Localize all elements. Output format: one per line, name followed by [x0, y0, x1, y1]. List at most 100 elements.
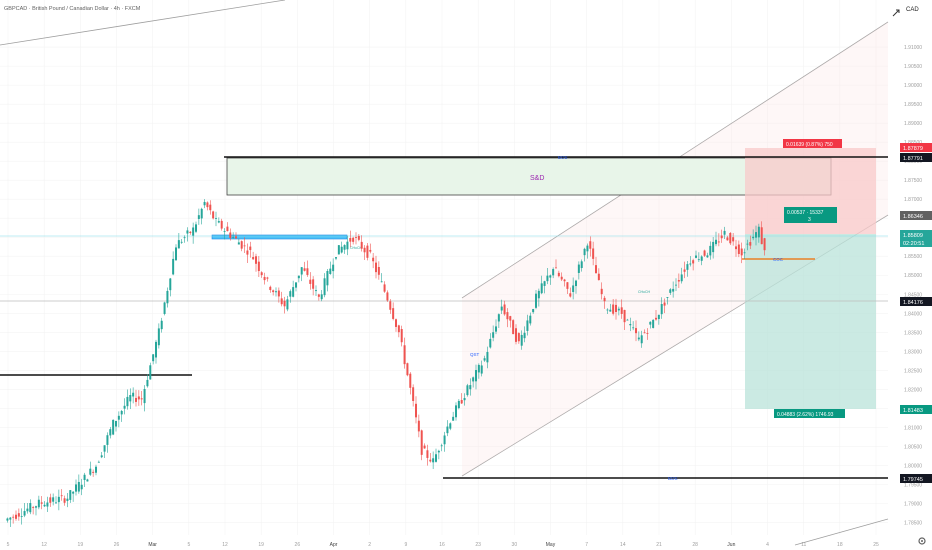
- candle: [466, 383, 469, 397]
- candle-body: [226, 226, 229, 232]
- candle: [452, 411, 455, 421]
- candle-body: [257, 261, 260, 272]
- candle-body: [640, 335, 643, 344]
- candle: [352, 236, 355, 245]
- candle: [392, 302, 395, 321]
- demand-band[interactable]: [211, 234, 348, 240]
- candle-body: [500, 306, 503, 311]
- candle-body: [620, 307, 623, 314]
- candle-body: [449, 423, 452, 429]
- candle-body: [546, 275, 549, 282]
- candle-body: [303, 268, 306, 271]
- candle: [457, 399, 460, 410]
- candle: [146, 374, 149, 388]
- candle: [600, 282, 603, 300]
- price-axis[interactable]: 1.910001.905001.900001.895001.890001.885…: [904, 45, 922, 526]
- supply-demand-zone[interactable]: [226, 157, 832, 196]
- candle: [249, 241, 252, 258]
- x-tick-label: 23: [475, 542, 481, 548]
- candle-body: [509, 316, 512, 321]
- candle-body: [103, 445, 106, 452]
- candle: [546, 268, 549, 285]
- candle: [49, 493, 52, 507]
- candle-body: [152, 354, 155, 362]
- y-tick-label: 1.91000: [904, 45, 922, 51]
- trend-line-top[interactable]: [0, 0, 286, 46]
- candle: [346, 235, 349, 256]
- candle: [206, 201, 209, 211]
- candle-body: [549, 275, 552, 278]
- candle: [63, 495, 66, 506]
- candle-body: [472, 377, 475, 382]
- candle-body: [352, 237, 355, 242]
- candle-body: [132, 392, 135, 397]
- candle: [743, 248, 746, 260]
- candle: [586, 243, 589, 259]
- y-tick-label: 1.90500: [904, 64, 922, 70]
- candle-body: [715, 239, 717, 245]
- trend-line-bottom[interactable]: [794, 518, 889, 546]
- candle: [152, 354, 155, 365]
- candle-body: [240, 241, 243, 249]
- candle-body: [95, 466, 97, 473]
- candle: [35, 505, 37, 516]
- candle-body: [235, 236, 237, 239]
- candle: [57, 489, 60, 511]
- candle: [89, 461, 92, 476]
- candle: [715, 231, 717, 247]
- candle-body: [709, 245, 712, 256]
- candle: [215, 211, 217, 227]
- candle-body: [457, 400, 460, 409]
- candle: [135, 389, 137, 407]
- candle: [472, 376, 475, 388]
- candle-body: [695, 255, 697, 258]
- candle: [6, 517, 9, 523]
- take-profit-zone[interactable]: [745, 234, 876, 409]
- x-tick-label: 18: [837, 542, 843, 548]
- candle-body: [677, 280, 680, 282]
- candle: [43, 501, 46, 508]
- price-tag-stop-text: 1.87879: [903, 146, 923, 152]
- candle-body: [100, 455, 103, 458]
- candle: [235, 232, 237, 240]
- candle-body: [357, 235, 360, 240]
- candle-body: [512, 320, 515, 335]
- candle: [329, 261, 332, 275]
- candle-body: [432, 458, 435, 463]
- candle: [377, 261, 380, 280]
- candle: [212, 210, 215, 220]
- candle: [60, 489, 63, 501]
- candle-body: [606, 309, 609, 311]
- candle: [255, 253, 257, 272]
- candle: [763, 237, 766, 256]
- candle: [615, 298, 617, 320]
- candle: [735, 239, 737, 257]
- candle-body: [343, 245, 346, 250]
- candle: [106, 432, 109, 453]
- candle-body: [477, 364, 480, 373]
- candle: [280, 291, 283, 307]
- candle-body: [383, 284, 386, 292]
- candle-body: [666, 297, 669, 298]
- settings-gear-icon[interactable]: [918, 537, 926, 545]
- candle: [200, 207, 203, 225]
- candle-body: [375, 262, 377, 273]
- candle: [220, 218, 223, 231]
- candle: [423, 443, 426, 449]
- candle: [677, 273, 680, 289]
- time-axis[interactable]: 5 12 19 26 Mar 5 12 19 26 Apr 2 9 16 23 30 May 7 14 21 28 Ju…: [7, 542, 879, 548]
- candle-body: [263, 276, 266, 281]
- candle: [652, 319, 655, 329]
- candle: [620, 299, 623, 319]
- candle: [417, 414, 420, 438]
- candle: [429, 452, 432, 463]
- candle-body: [252, 257, 255, 260]
- candle: [566, 282, 569, 294]
- candle-body: [349, 238, 352, 242]
- candle-body: [12, 516, 15, 518]
- candle: [363, 245, 366, 260]
- candle-body: [166, 290, 169, 304]
- candle-body: [686, 264, 689, 270]
- x-tick-label: 5: [187, 542, 190, 548]
